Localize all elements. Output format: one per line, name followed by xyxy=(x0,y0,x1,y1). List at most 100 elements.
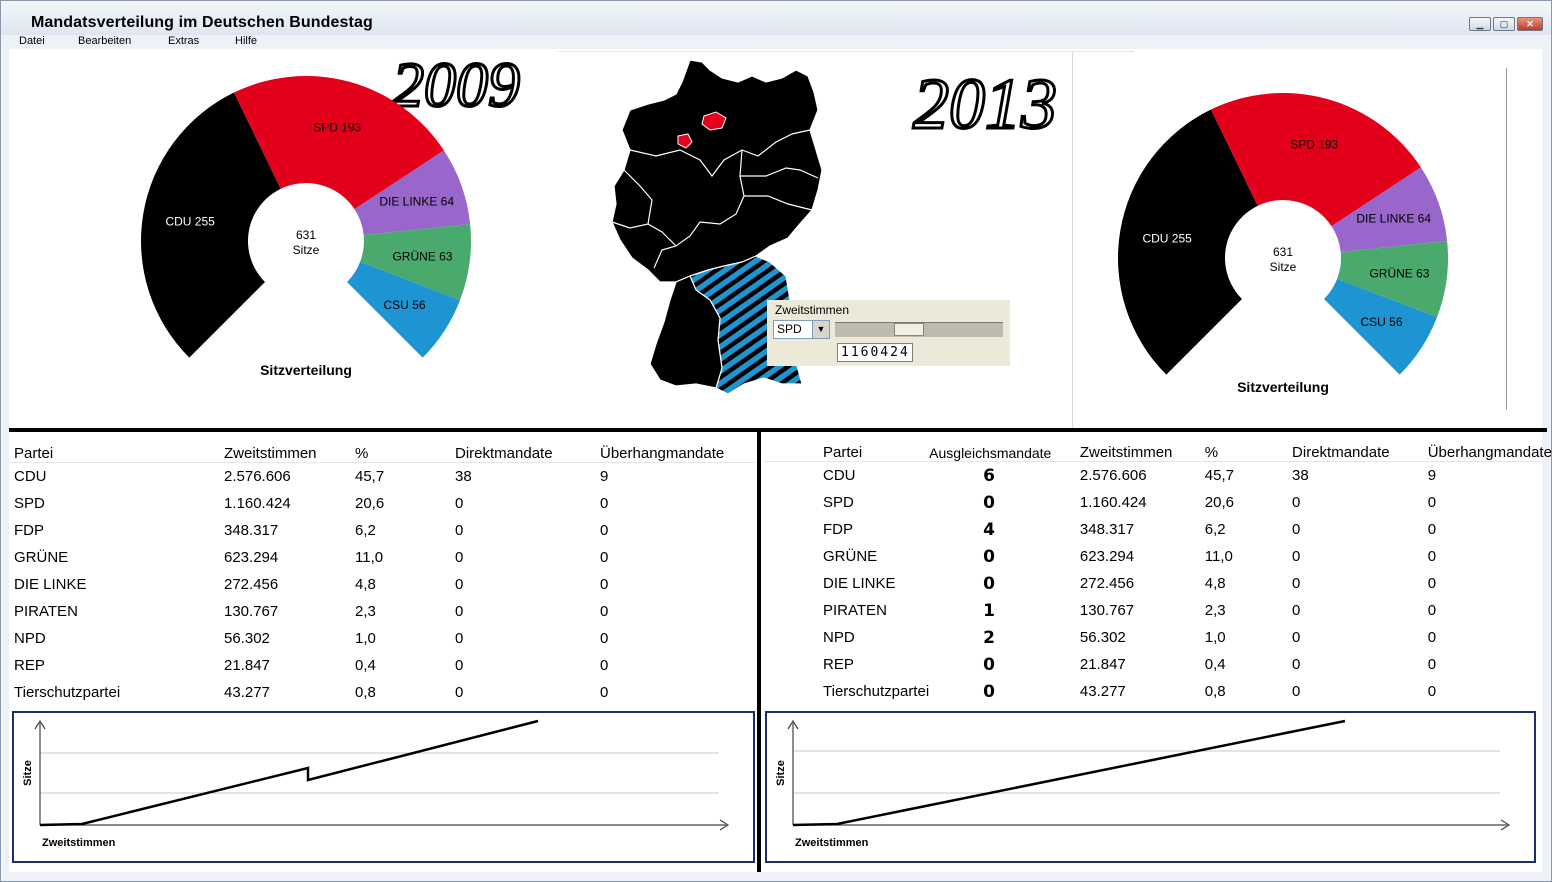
table-cell: 0 xyxy=(1427,683,1437,700)
col-header-partei[interactable]: Partei xyxy=(14,445,54,462)
y-axis-label: Sitze xyxy=(22,760,34,786)
map-bw-state[interactable] xyxy=(649,275,723,389)
table-header-line xyxy=(764,461,1540,462)
table-cell: 1.160.424 xyxy=(224,495,291,512)
col-header-percent[interactable]: % xyxy=(355,445,369,462)
seat-segment[interactable] xyxy=(360,223,471,301)
col-header-zweitstimmen[interactable]: Zweitstimmen xyxy=(224,445,317,462)
seat-segment[interactable] xyxy=(233,76,444,210)
table-cell: 0 xyxy=(600,495,609,512)
segment-label: CSU 56 xyxy=(1361,315,1403,329)
table-row[interactable]: DIE LINKE 272.456 4,8 0 0 xyxy=(14,571,750,598)
table-cell: 0 xyxy=(1292,656,1301,673)
map-bremen[interactable] xyxy=(677,133,693,149)
table-cell: 2 xyxy=(983,627,995,648)
table-row[interactable]: SPD 0 1.160.424 20,6 0 0 xyxy=(823,489,1552,516)
table-header-line xyxy=(10,462,755,463)
table-cell: 0 xyxy=(1292,629,1301,646)
table-row[interactable]: CDU 2.576.606 45,7 38 9 xyxy=(14,463,750,490)
table-cell: GRÜNE xyxy=(823,548,878,565)
table-row[interactable]: SPD 1.160.424 20,6 0 0 xyxy=(14,490,750,517)
divider xyxy=(559,51,1134,52)
col-header-ausgleichsmandate[interactable]: Ausgleichsmandate xyxy=(929,444,1052,461)
germany-map[interactable] xyxy=(611,59,823,395)
table-cell: 20,6 xyxy=(355,495,385,512)
table-cell: 0 xyxy=(1427,575,1437,592)
segment-label: GRÜNE 63 xyxy=(392,249,452,263)
close-button[interactable]: ✕ xyxy=(1517,17,1543,31)
table-row[interactable]: FDP 4 348.317 6,2 0 0 xyxy=(823,516,1552,543)
chart-caption: Sitzverteilung xyxy=(260,362,352,378)
table-cell: 0 xyxy=(600,522,609,539)
table-row[interactable]: Tierschutzpartei 0 43.277 0,8 0 0 xyxy=(823,678,1552,705)
col-header-zweitstimmen[interactable]: Zweitstimmen xyxy=(1079,444,1173,461)
results-table-2009: Partei Zweitstimmen % Direktmandate Über… xyxy=(14,444,750,706)
col-header-direktmandate[interactable]: Direktmandate xyxy=(455,445,553,462)
table-row[interactable]: PIRATEN 130.767 2,3 0 0 xyxy=(14,598,750,625)
maximize-button[interactable]: ▢ xyxy=(1493,17,1515,31)
party-select[interactable]: SPD ▼ xyxy=(773,320,830,339)
table-cell: 0 xyxy=(455,603,464,620)
chevron-down-icon[interactable]: ▼ xyxy=(812,321,829,338)
table-cell: FDP xyxy=(823,521,853,538)
table-row[interactable]: Tierschutzpartei 43.277 0,8 0 0 xyxy=(14,679,750,706)
table-cell: REP xyxy=(14,657,45,674)
table-cell: 0 xyxy=(1427,656,1437,673)
table-cell: 0 xyxy=(600,549,609,566)
table-cell: 0 xyxy=(1292,521,1301,538)
table-cell: 0 xyxy=(1427,602,1437,619)
x-axis-arrow-icon xyxy=(1500,819,1511,831)
menu-datei[interactable]: Datei xyxy=(19,35,45,47)
table-row[interactable]: NPD 2 56.302 1,0 0 0 xyxy=(823,624,1552,651)
table-row[interactable]: DIE LINKE 0 272.456 4,8 0 0 xyxy=(823,570,1552,597)
col-header-partei[interactable]: Partei xyxy=(823,444,863,461)
seat-segment[interactable] xyxy=(1337,240,1448,318)
col-header-ueberhangmandate[interactable]: Überhangmandate xyxy=(600,445,725,462)
seat-segment[interactable] xyxy=(347,261,461,358)
seat-segment[interactable] xyxy=(354,150,471,236)
menu-bearbeiten[interactable]: Bearbeiten xyxy=(78,35,132,47)
seat-segment[interactable] xyxy=(1210,92,1421,227)
zweitstimmen-slider[interactable] xyxy=(835,322,1003,337)
zweitstimmen-label: Zweitstimmen xyxy=(775,303,850,317)
table-cell: 348.317 xyxy=(224,522,279,539)
table-row[interactable]: NPD 56.302 1,0 0 0 xyxy=(14,625,750,652)
table-cell: FDP xyxy=(14,522,44,539)
x-axis-label: Zweitstimmen xyxy=(42,837,116,849)
table-cell: 6,2 xyxy=(355,522,376,539)
seats-graph-right-canvas: Sitze Zweitstimmen xyxy=(775,719,1511,849)
table-header-row: Partei Ausgleichsmandate Zweitstimmen % … xyxy=(823,443,1552,462)
menu-extras[interactable]: Extras xyxy=(168,35,200,47)
map-north-states[interactable] xyxy=(611,59,823,283)
table-row[interactable]: PIRATEN 1 130.767 2,3 0 0 xyxy=(823,597,1552,624)
segment-label: GRÜNE 63 xyxy=(1369,266,1429,280)
minimize-button[interactable]: ▁ xyxy=(1469,17,1491,31)
zweitstimmen-value-field[interactable]: 1160424 xyxy=(837,343,913,362)
col-header-percent[interactable]: % xyxy=(1204,444,1219,461)
table-row[interactable]: CDU 6 2.576.606 45,7 38 9 xyxy=(823,462,1552,489)
seat-segment[interactable] xyxy=(1118,109,1258,375)
year-label-right: 2013 xyxy=(913,64,1057,144)
table-header-row: Partei Zweitstimmen % Direktmandate Über… xyxy=(14,444,750,463)
table-row[interactable]: GRÜNE 623.294 11,0 0 0 xyxy=(14,544,750,571)
table-row[interactable]: FDP 348.317 6,2 0 0 xyxy=(14,517,750,544)
table-cell: 11,0 xyxy=(355,549,384,566)
y-axis-arrow-icon xyxy=(34,719,46,730)
table-row[interactable]: REP 21.847 0,4 0 0 xyxy=(14,652,750,679)
seat-segment[interactable] xyxy=(1331,167,1448,253)
party-select-value: SPD xyxy=(777,322,802,336)
seat-segment[interactable] xyxy=(141,92,281,358)
slider-thumb[interactable] xyxy=(894,323,924,336)
table-row[interactable]: REP 0 21.847 0,4 0 0 xyxy=(823,651,1552,678)
seat-segment[interactable] xyxy=(1324,278,1438,375)
table-row[interactable]: GRÜNE 0 623.294 11,0 0 0 xyxy=(823,543,1552,570)
menu-hilfe[interactable]: Hilfe xyxy=(235,35,258,47)
col-header-ueberhangmandate[interactable]: Überhangmandate xyxy=(1427,444,1552,461)
vertical-scrollbar[interactable] xyxy=(1506,68,1507,410)
table-cell: 272.456 xyxy=(224,576,279,593)
table-cell: 0,4 xyxy=(355,657,376,674)
table-cell: 2,3 xyxy=(355,603,376,620)
map-state-borders xyxy=(611,129,819,269)
col-header-direktmandate[interactable]: Direktmandate xyxy=(1292,444,1390,461)
map-hamburg[interactable] xyxy=(701,111,727,131)
